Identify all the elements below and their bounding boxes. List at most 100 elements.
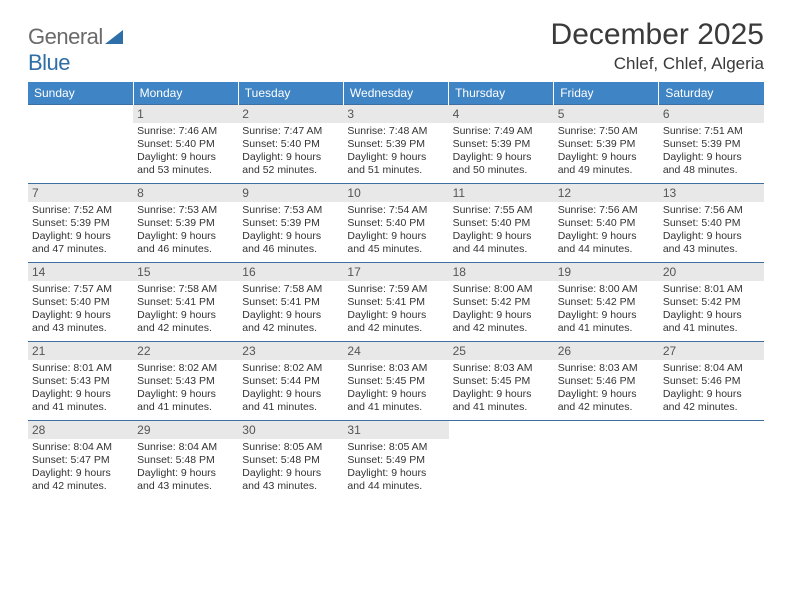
day-number: 10 bbox=[343, 184, 448, 202]
sunrise-text: Sunrise: 8:02 AM bbox=[137, 362, 234, 375]
calendar-cell: 14Sunrise: 7:57 AMSunset: 5:40 PMDayligh… bbox=[28, 263, 133, 342]
sunset-text: Sunset: 5:39 PM bbox=[242, 217, 339, 230]
day-number: 6 bbox=[659, 105, 764, 123]
day-number: 19 bbox=[554, 263, 659, 281]
daylight-text: Daylight: 9 hours and 41 minutes. bbox=[558, 309, 655, 335]
sunrise-text: Sunrise: 8:04 AM bbox=[663, 362, 760, 375]
day-number: 14 bbox=[28, 263, 133, 281]
calendar-cell: 5Sunrise: 7:50 AMSunset: 5:39 PMDaylight… bbox=[554, 105, 659, 184]
logo-triangle-icon bbox=[105, 24, 123, 50]
day-number: 2 bbox=[238, 105, 343, 123]
calendar-cell: 2 Sunrise: 7:47 AMSunset: 5:40 PMDaylight… bbox=[238, 105, 343, 184]
sunset-text: Sunset: 5:41 PM bbox=[242, 296, 339, 309]
calendar-cell: 1Sunrise: 7:46 AMSunset: 5:40 PMDaylight… bbox=[133, 105, 238, 184]
sunset-text: Sunset: 5:41 PM bbox=[347, 296, 444, 309]
day-number: 21 bbox=[28, 342, 133, 360]
daylight-text: Daylight: 9 hours and 52 minutes. bbox=[242, 151, 339, 177]
sunrise-text: Sunrise: 8:00 AM bbox=[453, 283, 550, 296]
brand-logo: General Blue bbox=[28, 18, 123, 76]
day-number: 4 bbox=[449, 105, 554, 123]
daylight-text: Daylight: 9 hours and 47 minutes. bbox=[32, 230, 129, 256]
daylight-text: Daylight: 9 hours and 41 minutes. bbox=[242, 388, 339, 414]
sunset-text: Sunset: 5:45 PM bbox=[347, 375, 444, 388]
daylight-text: Daylight: 9 hours and 44 minutes. bbox=[558, 230, 655, 256]
sunrise-text: Sunrise: 7:53 AM bbox=[242, 204, 339, 217]
calendar-cell bbox=[554, 421, 659, 500]
day-number: 25 bbox=[449, 342, 554, 360]
day-number: 23 bbox=[238, 342, 343, 360]
location-label: Chlef, Chlef, Algeria bbox=[551, 54, 764, 74]
sunrise-text: Sunrise: 7:54 AM bbox=[347, 204, 444, 217]
calendar-table: SundayMondayTuesdayWednesdayThursdayFrid… bbox=[28, 82, 764, 499]
sunrise-text: Sunrise: 7:47 AM bbox=[242, 125, 339, 138]
sunset-text: Sunset: 5:48 PM bbox=[242, 454, 339, 467]
day-number: 8 bbox=[133, 184, 238, 202]
sunset-text: Sunset: 5:40 PM bbox=[453, 217, 550, 230]
sunrise-text: Sunrise: 7:58 AM bbox=[137, 283, 234, 296]
sunset-text: Sunset: 5:48 PM bbox=[137, 454, 234, 467]
calendar-cell: 10 Sunrise: 7:54 AMSunset: 5:40 PMDayligh… bbox=[343, 184, 448, 263]
daylight-text: Daylight: 9 hours and 44 minutes. bbox=[453, 230, 550, 256]
calendar-cell: 21 Sunrise: 8:01 AMSunset: 5:43 PMDayligh… bbox=[28, 342, 133, 421]
sunrise-text: Sunrise: 8:05 AM bbox=[242, 441, 339, 454]
calendar-cell: 4Sunrise: 7:49 AMSunset: 5:39 PMDaylight… bbox=[449, 105, 554, 184]
weekday-header: Saturday bbox=[659, 82, 764, 105]
calendar-cell: 19 Sunrise: 8:00 AMSunset: 5:42 PMDayligh… bbox=[554, 263, 659, 342]
calendar-cell bbox=[659, 421, 764, 500]
calendar-cell: 24Sunrise: 8:03 AMSunset: 5:45 PMDayligh… bbox=[343, 342, 448, 421]
day-number: 31 bbox=[343, 421, 448, 439]
daylight-text: Daylight: 9 hours and 46 minutes. bbox=[242, 230, 339, 256]
daylight-text: Daylight: 9 hours and 41 minutes. bbox=[32, 388, 129, 414]
sunset-text: Sunset: 5:42 PM bbox=[558, 296, 655, 309]
calendar-cell: 31 Sunrise: 8:05 AMSunset: 5:49 PMDayligh… bbox=[343, 421, 448, 500]
sunset-text: Sunset: 5:39 PM bbox=[347, 138, 444, 151]
day-number: 9 bbox=[238, 184, 343, 202]
sunset-text: Sunset: 5:43 PM bbox=[32, 375, 129, 388]
sunrise-text: Sunrise: 8:04 AM bbox=[137, 441, 234, 454]
daylight-text: Daylight: 9 hours and 44 minutes. bbox=[347, 467, 444, 493]
daylight-text: Daylight: 9 hours and 45 minutes. bbox=[347, 230, 444, 256]
calendar-cell: 20Sunrise: 8:01 AMSunset: 5:42 PMDayligh… bbox=[659, 263, 764, 342]
calendar-cell: 25Sunrise: 8:03 AMSunset: 5:45 PMDayligh… bbox=[449, 342, 554, 421]
day-number: 18 bbox=[449, 263, 554, 281]
sunrise-text: Sunrise: 7:51 AM bbox=[663, 125, 760, 138]
sunrise-text: Sunrise: 8:03 AM bbox=[347, 362, 444, 375]
sunrise-text: Sunrise: 7:55 AM bbox=[453, 204, 550, 217]
sunrise-text: Sunrise: 8:01 AM bbox=[663, 283, 760, 296]
calendar-cell: 29Sunrise: 8:04 AMSunset: 5:48 PMDayligh… bbox=[133, 421, 238, 500]
page-title: December 2025 bbox=[551, 18, 764, 52]
sunrise-text: Sunrise: 8:02 AM bbox=[242, 362, 339, 375]
calendar-cell bbox=[449, 421, 554, 500]
day-number: 5 bbox=[554, 105, 659, 123]
day-number: 20 bbox=[659, 263, 764, 281]
daylight-text: Daylight: 9 hours and 42 minutes. bbox=[347, 309, 444, 335]
sunrise-text: Sunrise: 7:50 AM bbox=[558, 125, 655, 138]
sunrise-text: Sunrise: 8:01 AM bbox=[32, 362, 129, 375]
weekday-header: Thursday bbox=[449, 82, 554, 105]
daylight-text: Daylight: 9 hours and 41 minutes. bbox=[663, 309, 760, 335]
calendar-cell: 16Sunrise: 7:58 AMSunset: 5:41 PMDayligh… bbox=[238, 263, 343, 342]
weekday-header: Sunday bbox=[28, 82, 133, 105]
sunrise-text: Sunrise: 7:49 AM bbox=[453, 125, 550, 138]
sunrise-text: Sunrise: 8:05 AM bbox=[347, 441, 444, 454]
day-number: 3 bbox=[343, 105, 448, 123]
sunrise-text: Sunrise: 8:03 AM bbox=[453, 362, 550, 375]
sunset-text: Sunset: 5:42 PM bbox=[453, 296, 550, 309]
sunrise-text: Sunrise: 8:00 AM bbox=[558, 283, 655, 296]
day-number: 7 bbox=[28, 184, 133, 202]
sunset-text: Sunset: 5:40 PM bbox=[242, 138, 339, 151]
sunset-text: Sunset: 5:49 PM bbox=[347, 454, 444, 467]
daylight-text: Daylight: 9 hours and 42 minutes. bbox=[453, 309, 550, 335]
daylight-text: Daylight: 9 hours and 51 minutes. bbox=[347, 151, 444, 177]
day-number: 12 bbox=[554, 184, 659, 202]
daylight-text: Daylight: 9 hours and 41 minutes. bbox=[347, 388, 444, 414]
sunset-text: Sunset: 5:40 PM bbox=[347, 217, 444, 230]
day-number: 17 bbox=[343, 263, 448, 281]
daylight-text: Daylight: 9 hours and 49 minutes. bbox=[558, 151, 655, 177]
daylight-text: Daylight: 9 hours and 50 minutes. bbox=[453, 151, 550, 177]
daylight-text: Daylight: 9 hours and 43 minutes. bbox=[137, 467, 234, 493]
sunset-text: Sunset: 5:47 PM bbox=[32, 454, 129, 467]
sunset-text: Sunset: 5:39 PM bbox=[663, 138, 760, 151]
day-number: 15 bbox=[133, 263, 238, 281]
daylight-text: Daylight: 9 hours and 42 minutes. bbox=[558, 388, 655, 414]
